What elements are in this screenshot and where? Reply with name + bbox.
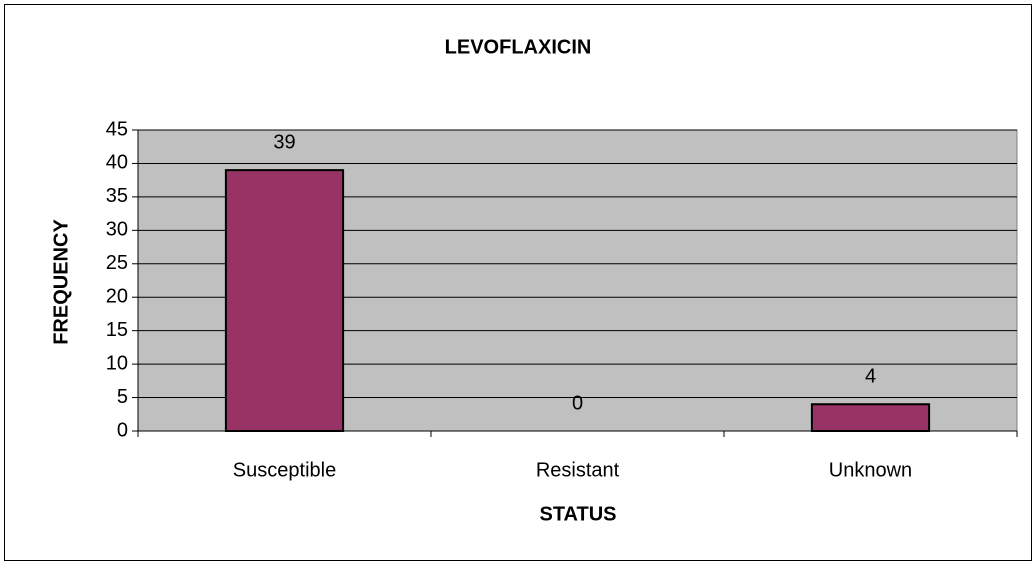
- y-tick-label: 25: [106, 252, 128, 274]
- chart-title: LEVOFLAXICIN: [445, 36, 592, 58]
- x-tick-label: Unknown: [829, 459, 912, 481]
- y-tick-label: 15: [106, 319, 128, 341]
- y-tick-label: 30: [106, 219, 128, 241]
- value-label: 39: [273, 131, 295, 153]
- y-tick-label: 35: [106, 185, 128, 207]
- y-tick-label: 20: [106, 286, 128, 308]
- y-tick-label: 5: [117, 386, 128, 408]
- y-tick-label: 40: [106, 152, 128, 174]
- bar: [810, 403, 931, 433]
- y-tick-label: 10: [106, 352, 128, 374]
- x-axis-title: STATUS: [539, 503, 616, 525]
- value-label: 0: [572, 392, 583, 414]
- bar: [224, 169, 345, 432]
- value-label: 4: [865, 366, 876, 388]
- y-tick-label: 45: [106, 118, 128, 140]
- x-tick-label: Resistant: [536, 459, 620, 481]
- y-axis-title: FREQUENCY: [50, 219, 72, 345]
- x-tick-label: Susceptible: [233, 459, 336, 481]
- y-tick-label: 0: [117, 419, 128, 441]
